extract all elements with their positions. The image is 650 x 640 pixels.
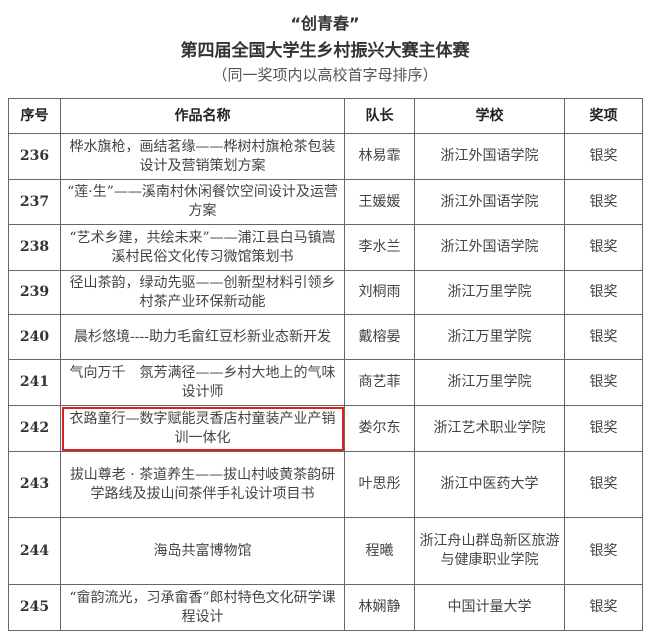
table-row: 238 “艺术乡建，共绘未来”——浦江县白马镇嵩溪村民俗文化传习微馆策划书 李水兰浙…: [8, 224, 643, 271]
title-line-2: 第四届全国大学生乡村振兴大赛主体赛: [180, 41, 470, 61]
school-name: 浙江外国语学院: [414, 133, 565, 180]
captain-name: 王媛媛: [344, 179, 415, 225]
table-row: 245 “畲韵流光，习承畲香”郎村特色文化研学课程设计 林娴静 中国计量大学 银奖: [8, 584, 643, 631]
captain-name: 娄尔东: [344, 405, 415, 452]
project-name: 径山茶韵，绿动先驱——创新型材料引领乡村茶产业环保新动能: [60, 270, 345, 315]
row-number: 243: [8, 451, 61, 518]
award-level: 银奖: [564, 405, 643, 452]
award-level: 银奖: [564, 451, 643, 518]
header-school: 学校: [414, 98, 565, 134]
table-row: 240 晨杉悠境----助力毛畲红豆杉新业态新开发 戴榕晏 浙江万里学院 银奖: [8, 314, 643, 360]
table-header-row: 序号 作品名称 队长 学校 奖项: [8, 98, 643, 134]
project-name: 桦水旗枪，画结茗缘——桦树村旗枪茶包装设计及营销策划方案: [60, 133, 345, 180]
table-row: 243 拔山尊老 · 茶道养生——拔山村岐黄茶韵研学路线及拔山间茶伴手礼设计项目书…: [8, 451, 643, 518]
award-level: 银奖: [564, 133, 643, 180]
project-name: 气向万千 氛芳满径——乡村大地上的气味设计师: [60, 359, 345, 406]
project-name: “莲·生”——溪南村休闲餐饮空间设计及运营方案: [60, 179, 345, 225]
header-captain: 队长: [344, 98, 415, 134]
school-name: 浙江万里学院: [414, 314, 565, 360]
captain-name: 叶思彤: [344, 451, 415, 518]
project-name: 晨杉悠境----助力毛畲红豆杉新业态新开发: [60, 314, 345, 360]
school-name: 浙江艺术职业学院: [414, 405, 565, 452]
row-number: 236: [8, 133, 61, 180]
table-row: 242 衣路童行—数字赋能灵香店村童装产业产销训一体化 娄尔东 浙江艺术职业学院 银奖: [8, 405, 643, 452]
project-name: 衣路童行—数字赋能灵香店村童装产业产销训一体化: [60, 405, 345, 452]
row-number: 240: [8, 314, 61, 360]
award-level: 银奖: [564, 179, 643, 225]
captain-name: 戴榕晏: [344, 314, 415, 360]
row-number: 245: [8, 584, 61, 631]
captain-name: 商艺菲: [344, 359, 415, 406]
award-level: 银奖: [564, 584, 643, 631]
table-row: 237 “莲·生”——溪南村休闲餐饮空间设计及运营方案 王媛媛 浙江外国语学院 银奖: [8, 179, 643, 225]
award-level: 银奖: [564, 359, 643, 406]
captain-name: 刘桐雨: [344, 270, 415, 315]
table-row: 241 气向万千 氛芳满径——乡村大地上的气味设计师 商艺菲 浙江万里学院 银奖: [8, 359, 643, 406]
table-row: 236 桦水旗枪，画结茗缘——桦树村旗枪茶包装设计及营销策划方案 林易霏 浙江外国语学…: [8, 133, 643, 180]
captain-name: 林易霏: [344, 133, 415, 180]
header-project-name: 作品名称: [60, 98, 345, 134]
awards-table: 序号 作品名称 队长 学校 奖项 236 桦水旗枪，画结茗缘——桦树村旗枪茶包装设…: [8, 98, 643, 631]
title-note: （同一奖项内以高校首字母排序）: [212, 66, 438, 84]
header-award: 奖项: [564, 98, 643, 134]
project-name: “艺术乡建，共绘未来”——浦江县白马镇嵩溪村民俗文化传习微馆策划书: [60, 224, 345, 271]
title-line-1: “创青春”: [290, 14, 360, 33]
row-number: 242: [8, 405, 61, 452]
school-name: 浙江外国语学院: [414, 224, 565, 271]
header-number: 序号: [8, 98, 61, 134]
school-name: 中国计量大学: [414, 584, 565, 631]
school-name: 浙江万里学院: [414, 270, 565, 315]
award-level: 银奖: [564, 224, 643, 271]
school-name: 浙江舟山群岛新区旅游与健康职业学院: [414, 517, 565, 585]
row-number: 239: [8, 270, 61, 315]
award-level: 银奖: [564, 314, 643, 360]
award-level: 银奖: [564, 517, 643, 585]
captain-name: 程曦: [344, 517, 415, 585]
school-name: 浙江外国语学院: [414, 179, 565, 225]
row-number: 237: [8, 179, 61, 225]
school-name: 浙江中医药大学: [414, 451, 565, 518]
project-name: 拔山尊老 · 茶道养生——拔山村岐黄茶韵研学路线及拔山间茶伴手礼设计项目书: [60, 451, 345, 518]
project-name: “畲韵流光，习承畲香”郎村特色文化研学课程设计: [60, 584, 345, 631]
captain-name: 李水兰: [344, 224, 415, 271]
row-number: 238: [8, 224, 61, 271]
table-row: 239 径山茶韵，绿动先驱——创新型材料引领乡村茶产业环保新动能 刘桐雨 浙江万里学院…: [8, 270, 643, 315]
row-number: 241: [8, 359, 61, 406]
captain-name: 林娴静: [344, 584, 415, 631]
table-row: 244 海岛共富博物馆 程曦 浙江舟山群岛新区旅游与健康职业学院 银奖: [8, 517, 643, 585]
school-name: 浙江万里学院: [414, 359, 565, 406]
award-level: 银奖: [564, 270, 643, 315]
row-number: 244: [8, 517, 61, 585]
project-name: 海岛共富博物馆: [60, 517, 345, 585]
